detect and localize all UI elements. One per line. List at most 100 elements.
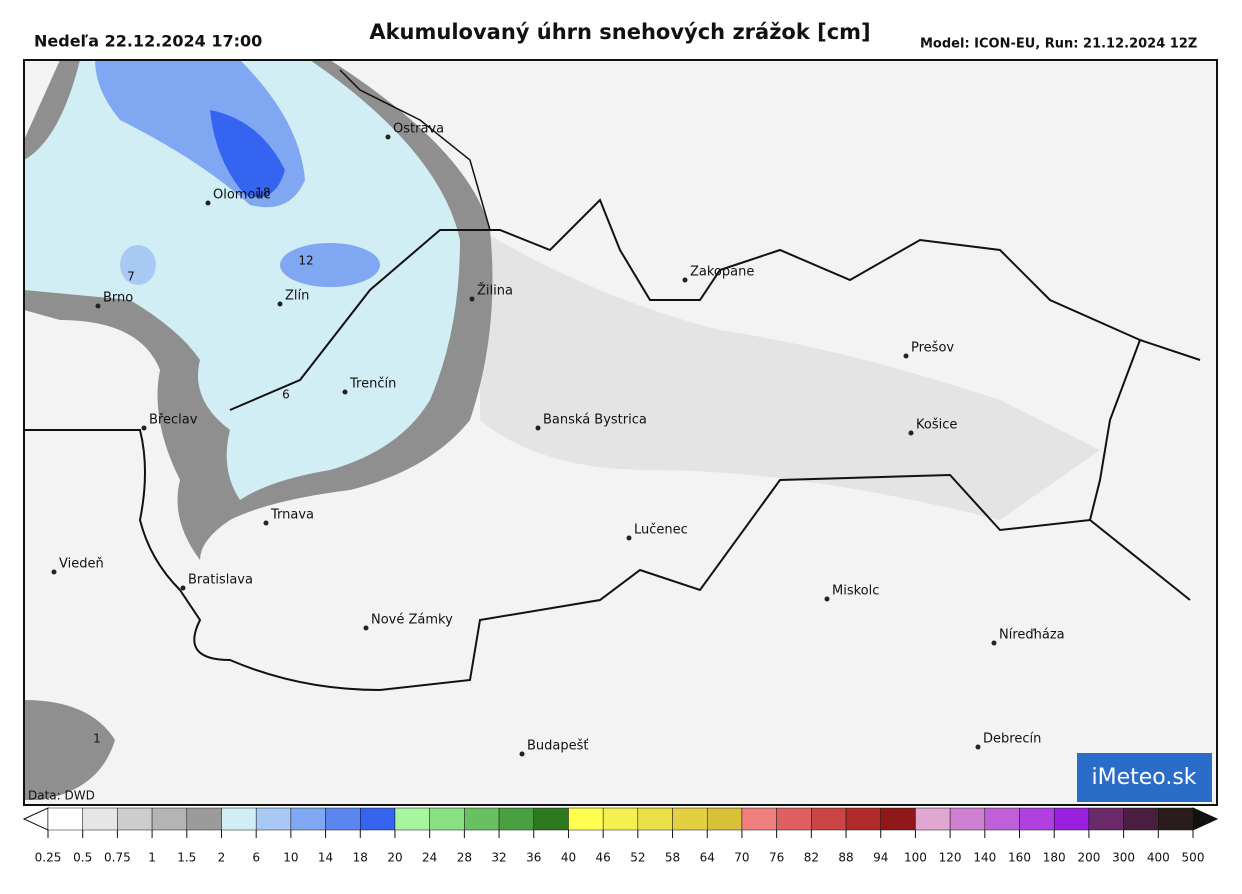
- colorbar-segment: [637, 807, 673, 831]
- city-label: Debrecín: [983, 732, 1041, 747]
- city-label: Bratislava: [188, 573, 253, 588]
- colorbar-segment: [221, 807, 257, 831]
- city-label: Miskolc: [832, 584, 879, 599]
- colorbar-segment: [1019, 807, 1055, 831]
- colorbar-label: 88: [838, 851, 853, 865]
- colorbar-segment: [151, 807, 188, 831]
- city-label: Břeclav: [149, 413, 198, 428]
- colorbar-label: 76: [769, 851, 784, 865]
- city-label: Košice: [916, 418, 957, 433]
- colorbar-label: 500: [1182, 851, 1205, 865]
- colorbar-label: 20: [387, 851, 402, 865]
- colorbar: 0.25 0.5 0.75 1 1.5 2 6 10 14 18 20 24 28 32 36 40 46 52 5…: [22, 807, 1219, 865]
- city-label: Trnava: [270, 508, 314, 523]
- colorbar-segment: [360, 807, 396, 831]
- title: Akumulovaný úhrn snehových zrážok [cm]: [369, 20, 870, 44]
- city-dot: [682, 277, 688, 283]
- mountains: [480, 230, 1100, 520]
- colorbar-segment: [117, 807, 153, 831]
- city-label: Zlín: [285, 289, 309, 304]
- colorbar-label: 18: [353, 851, 368, 865]
- colorbar-segment: [1123, 807, 1159, 831]
- contour-label: 1: [93, 732, 101, 746]
- colorbar-label: 28: [457, 851, 472, 865]
- colorbar-segment: [880, 807, 916, 831]
- colorbar-segment: [325, 807, 361, 831]
- colorbar-segment: [394, 807, 430, 831]
- city-label: Olomouc: [213, 188, 271, 203]
- city-dot: [626, 535, 632, 541]
- city-dot: [385, 134, 391, 140]
- colorbar-label: 160: [1008, 851, 1031, 865]
- colorbar-segment: [776, 807, 812, 831]
- city-label: Nové Zámky: [371, 613, 453, 628]
- colorbar-label: 300: [1112, 851, 1135, 865]
- colorbar-segment: [429, 807, 465, 831]
- city-dot: [519, 751, 525, 757]
- colorbar-segment: [533, 807, 569, 831]
- colorbar-label: 6: [252, 851, 260, 865]
- colorbar-label: 1: [148, 851, 156, 865]
- colorbar-label: 70: [734, 851, 749, 865]
- colorbar-segment: [915, 807, 951, 831]
- colorbar-label: 40: [561, 851, 576, 865]
- datetime: Nedeľa 22.12.2024 17:00: [34, 32, 262, 51]
- colorbar-segment: [845, 807, 881, 831]
- snow-grey-sw: [24, 700, 115, 800]
- city-label: Zakopane: [690, 265, 754, 280]
- city-label: Budapešť: [527, 739, 589, 754]
- colorbar-label: 36: [526, 851, 541, 865]
- city-label: Viedeň: [59, 557, 104, 572]
- city-dot: [975, 744, 981, 750]
- colorbar-segment: [602, 807, 639, 831]
- city-dot: [535, 425, 541, 431]
- colorbar-label: 180: [1043, 851, 1066, 865]
- colorbar-segment: [47, 807, 83, 831]
- colorbar-segment: [706, 807, 743, 831]
- contour-label: 6: [282, 388, 290, 402]
- map-frame: [23, 59, 1218, 806]
- city-dot: [205, 200, 211, 206]
- colorbar-segment: [498, 807, 535, 831]
- colorbar-label: 24: [422, 851, 437, 865]
- city-dot: [469, 296, 475, 302]
- city-dot: [263, 520, 269, 526]
- colorbar-label: 2: [218, 851, 226, 865]
- colorbar-segment: [1088, 807, 1124, 831]
- snow-max: [210, 110, 285, 198]
- colorbar-label: 200: [1077, 851, 1100, 865]
- city-dot: [824, 596, 830, 602]
- colorbar-label: 100: [904, 851, 927, 865]
- border-sk-hu: [24, 429, 1191, 692]
- colorbar-segment: [568, 807, 604, 831]
- city-dot: [141, 425, 147, 431]
- colorbar-segment: [82, 807, 118, 831]
- contour-label: 12: [298, 254, 313, 268]
- logo: iMeteo.sk: [1091, 765, 1196, 790]
- contour-label: 7: [127, 270, 135, 284]
- city-label: Trenčín: [349, 377, 396, 392]
- colorbar-label: 82: [804, 851, 819, 865]
- map: Data: DWD iMeteo.sk: [23, 59, 1218, 806]
- border-cz-pl: [339, 69, 491, 231]
- colorbar-segment: [464, 807, 500, 831]
- colorbar-label: 46: [596, 851, 611, 865]
- model-info: Model: ICON-EU, Run: 21.12.2024 12Z: [920, 37, 1197, 52]
- colorbar-segment: [949, 807, 986, 831]
- snow-cyan: [24, 60, 460, 500]
- city-label: Ostrava: [393, 122, 444, 137]
- city-dot: [180, 585, 186, 591]
- colorbar-segment: [741, 807, 777, 831]
- colorbar-segment: [255, 807, 292, 831]
- city-label: Žilina: [477, 283, 513, 299]
- colorbar-segment: [1053, 807, 1090, 831]
- colorbar-label: 64: [700, 851, 715, 865]
- city-label: Lučenec: [634, 523, 688, 538]
- colorbar-label: 400: [1147, 851, 1170, 865]
- colorbar-label: 140: [973, 851, 996, 865]
- city-label: Banská Bystrica: [543, 413, 647, 428]
- colorbar-segment: [811, 807, 847, 831]
- snow-blue-3: [120, 245, 156, 285]
- city-label: Níreďháza: [999, 628, 1065, 643]
